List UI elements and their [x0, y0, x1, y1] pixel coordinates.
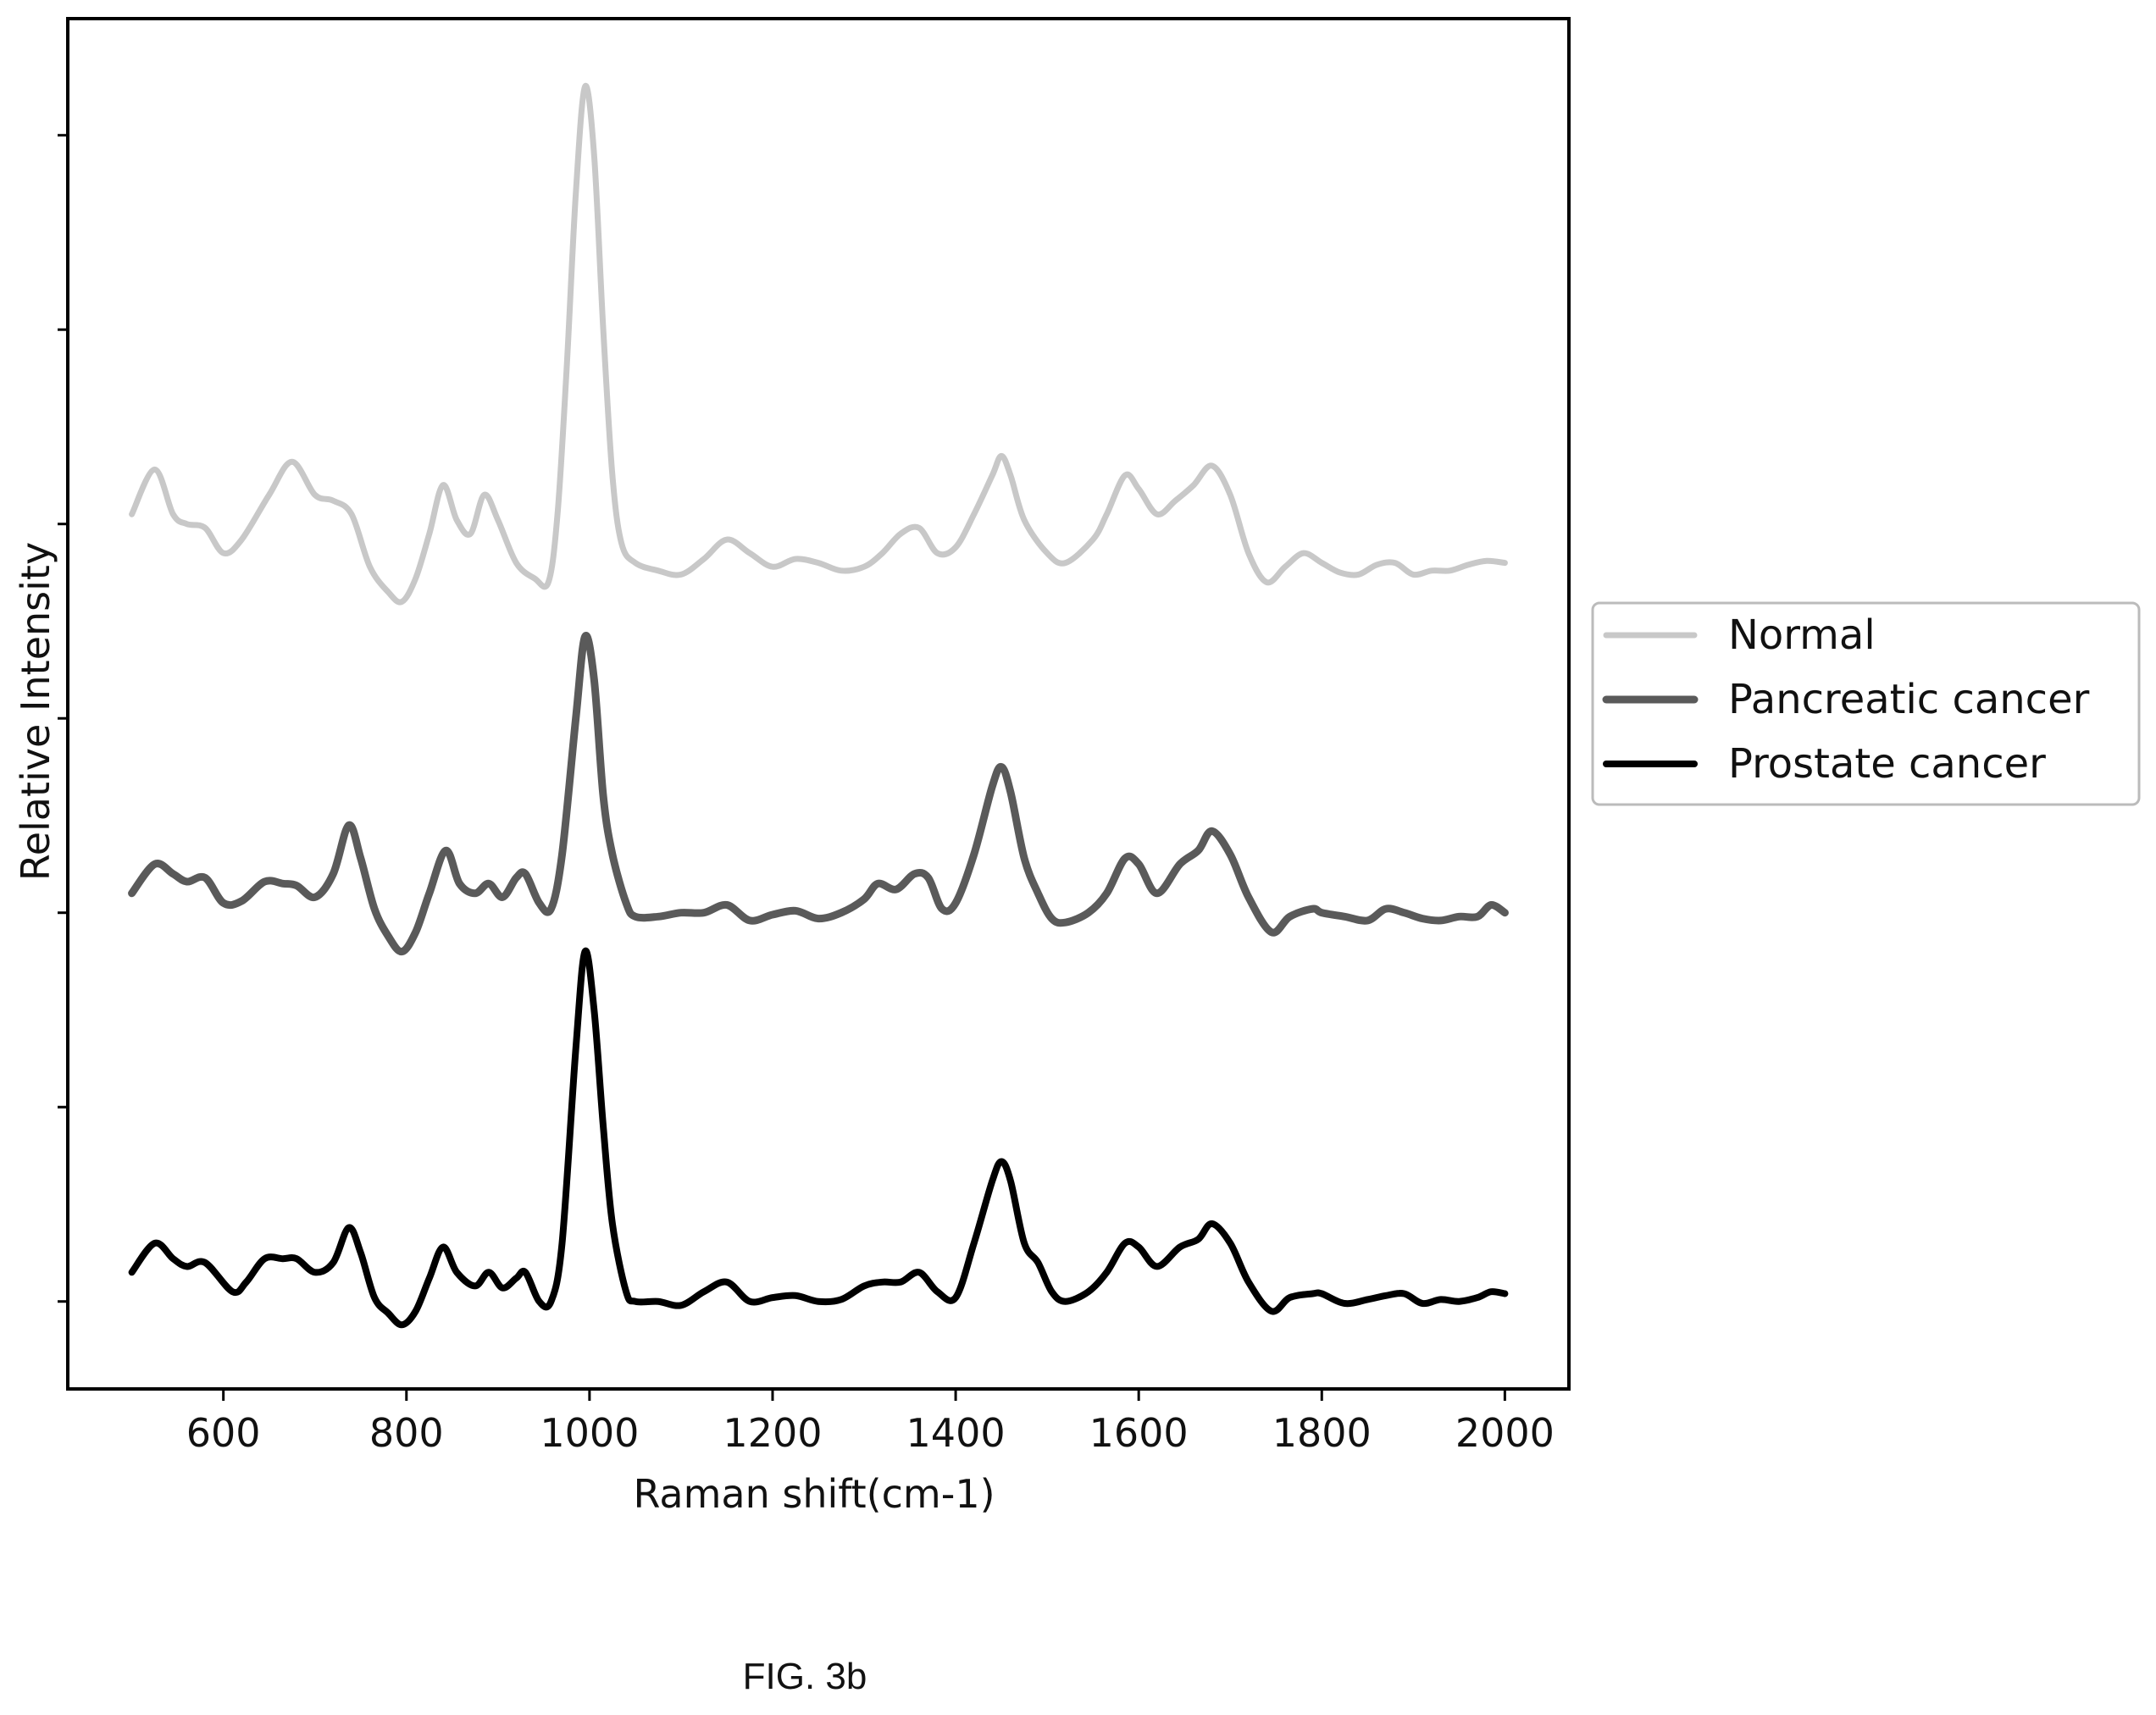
- legend-label-prostate-cancer: Prostate cancer: [1728, 740, 2046, 788]
- x-tick-label: 1200: [723, 1410, 822, 1456]
- x-tick-label: 2000: [1455, 1410, 1555, 1456]
- series-line-pancreatic-cancer: [128, 631, 1509, 956]
- x-tick-label: 1000: [540, 1410, 639, 1456]
- plot-frame: [66, 17, 1571, 1391]
- series-line-prostate-cancer: [128, 947, 1509, 1329]
- figure-caption: FIG. 3b: [742, 1656, 867, 1697]
- x-tick-label: 600: [186, 1410, 261, 1456]
- x-tick-label: 1600: [1089, 1410, 1189, 1456]
- series-layer: [128, 82, 1509, 1329]
- series-line-normal: [129, 82, 1508, 606]
- legend-label-normal: Normal: [1728, 611, 1876, 659]
- x-tick-label: 800: [369, 1410, 444, 1456]
- legend-box: [1591, 601, 2141, 806]
- x-tick-label: 1800: [1272, 1410, 1372, 1456]
- x-tick-label: 1400: [906, 1410, 1006, 1456]
- x-axis-title: Raman shift(cm-1): [633, 1471, 995, 1517]
- y-axis-title: Relative Intensity: [13, 542, 58, 881]
- axes-layer: 600 800 1000 1200 1400 1600 1800 2000: [58, 17, 1571, 1456]
- legend: Normal Pancreatic cancer Prostate cancer: [1591, 601, 2141, 806]
- legend-label-pancreatic-cancer: Pancreatic cancer: [1728, 676, 2090, 723]
